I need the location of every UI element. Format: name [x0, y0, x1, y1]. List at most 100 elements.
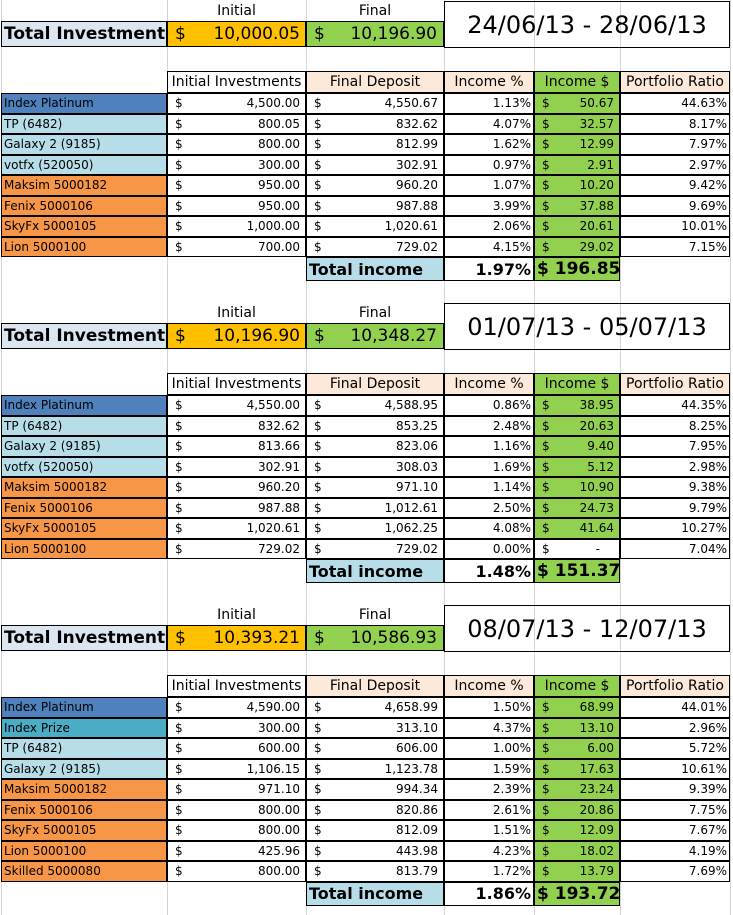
total-income-value[interactable]: $ 196.85 — [534, 257, 620, 281]
initial-label[interactable]: Initial — [217, 606, 256, 623]
row-name[interactable]: votfx (520050) — [1, 154, 167, 175]
portfolio-ratio[interactable]: 7.95% — [620, 436, 730, 457]
initial-cell[interactable] — [167, 697, 306, 718]
currency-symbol[interactable]: $ — [542, 700, 550, 715]
final-value[interactable]: 1,020.61 — [384, 219, 438, 234]
income-pct[interactable]: 4.07% — [444, 113, 534, 134]
final-value[interactable]: 4,588.95 — [384, 398, 438, 413]
currency-symbol[interactable]: $ — [314, 439, 322, 454]
currency-symbol[interactable]: $ — [175, 398, 183, 413]
initial-value[interactable]: 1,106.15 — [246, 761, 300, 776]
portfolio-ratio[interactable]: 7.75% — [620, 799, 730, 820]
final-value[interactable]: 971.10 — [396, 480, 438, 495]
initial-total-value[interactable]: 10,196.90 — [213, 326, 300, 346]
final-cell[interactable] — [306, 216, 444, 237]
income-value[interactable]: 24.73 — [579, 500, 614, 515]
initial-value[interactable]: 302.91 — [258, 459, 300, 474]
income-cell[interactable] — [534, 497, 620, 518]
currency-symbol[interactable]: $ — [314, 178, 322, 193]
income-cell[interactable] — [534, 436, 620, 457]
total-investments-label[interactable]: Total Investments — [1, 323, 167, 349]
currency-symbol[interactable]: $ — [542, 398, 550, 413]
currency-symbol[interactable]: $ — [175, 418, 183, 433]
final-cell[interactable] — [306, 799, 444, 820]
income-value[interactable]: 13.79 — [579, 864, 614, 879]
initial-cell[interactable] — [167, 154, 306, 175]
column-header[interactable]: Final Deposit — [306, 71, 444, 93]
income-pct[interactable]: 4.15% — [444, 236, 534, 257]
currency-symbol[interactable]: $ — [542, 198, 550, 213]
row-name[interactable]: Index Platinum — [1, 697, 167, 718]
initial-total-currency[interactable]: $ — [175, 24, 186, 44]
initial-cell[interactable] — [167, 113, 306, 134]
row-name[interactable]: Fenix 5000106 — [1, 497, 167, 518]
initial-cell[interactable] — [167, 456, 306, 477]
income-cell[interactable] — [534, 216, 620, 237]
income-cell[interactable] — [534, 175, 620, 196]
currency-symbol[interactable]: $ — [542, 782, 550, 797]
portfolio-ratio[interactable]: 9.42% — [620, 175, 730, 196]
row-name[interactable]: Maksim 5000182 — [1, 779, 167, 800]
initial-value[interactable]: 800.00 — [258, 802, 300, 817]
income-cell[interactable] — [534, 820, 620, 841]
final-cell[interactable] — [306, 154, 444, 175]
row-name[interactable]: Maksim 5000182 — [1, 477, 167, 498]
initial-cell[interactable] — [167, 820, 306, 841]
income-value[interactable]: 38.95 — [579, 398, 614, 413]
final-cell[interactable] — [306, 477, 444, 498]
portfolio-ratio[interactable]: 10.27% — [620, 518, 730, 539]
initial-value[interactable]: 300.00 — [258, 157, 300, 172]
initial-cell[interactable] — [167, 497, 306, 518]
initial-total-currency[interactable]: $ — [175, 628, 186, 648]
initial-cell[interactable] — [167, 415, 306, 436]
row-name[interactable]: Skilled 5000080 — [1, 861, 167, 882]
initial-cell[interactable] — [167, 436, 306, 457]
final-value[interactable]: 1,062.25 — [384, 521, 438, 536]
currency-symbol[interactable]: $ — [314, 864, 322, 879]
initial-value[interactable]: 800.00 — [258, 864, 300, 879]
column-header[interactable]: Portfolio Ratio — [620, 373, 730, 395]
currency-symbol[interactable]: $ — [175, 96, 183, 111]
column-header[interactable]: Initial Investments — [167, 373, 306, 395]
currency-symbol[interactable]: $ — [542, 96, 550, 111]
initial-value[interactable]: 960.20 — [258, 480, 300, 495]
income-cell[interactable] — [534, 134, 620, 155]
initial-value[interactable]: 4,550.00 — [246, 398, 300, 413]
total-income-value[interactable]: $ 193.72 — [534, 881, 620, 906]
income-value[interactable]: 23.24 — [579, 782, 614, 797]
row-name[interactable]: Lion 5000100 — [1, 236, 167, 257]
final-value[interactable]: 729.02 — [396, 239, 438, 254]
final-total-cell[interactable] — [306, 21, 444, 47]
income-cell[interactable] — [534, 697, 620, 718]
final-total-cell[interactable] — [306, 323, 444, 349]
currency-symbol[interactable]: $ — [542, 439, 550, 454]
final-cell[interactable] — [306, 436, 444, 457]
currency-symbol[interactable]: $ — [314, 720, 322, 735]
income-value[interactable]: 2.91 — [587, 157, 614, 172]
income-pct[interactable]: 2.48% — [444, 415, 534, 436]
initial-value[interactable]: 425.96 — [258, 843, 300, 858]
income-cell[interactable] — [534, 518, 620, 539]
row-name[interactable]: TP (6482) — [1, 113, 167, 134]
final-cell[interactable] — [306, 395, 444, 416]
income-value[interactable]: 32.57 — [579, 116, 614, 131]
income-cell[interactable] — [534, 154, 620, 175]
row-name[interactable]: Fenix 5000106 — [1, 799, 167, 820]
currency-symbol[interactable]: $ — [314, 521, 322, 536]
final-value[interactable]: 832.62 — [396, 116, 438, 131]
income-cell[interactable] — [534, 113, 620, 134]
portfolio-ratio[interactable]: 7.67% — [620, 820, 730, 841]
initial-cell[interactable] — [167, 518, 306, 539]
income-value[interactable]: 10.20 — [579, 178, 614, 193]
income-pct[interactable]: 2.39% — [444, 779, 534, 800]
currency-symbol[interactable]: $ — [175, 500, 183, 515]
income-value[interactable]: 9.40 — [587, 439, 614, 454]
total-income-pct[interactable]: 1.86% — [444, 881, 534, 906]
row-name[interactable]: SkyFx 5000105 — [1, 820, 167, 841]
income-pct[interactable]: 0.86% — [444, 395, 534, 416]
initial-value[interactable]: 4,590.00 — [246, 700, 300, 715]
income-pct[interactable]: 4.23% — [444, 840, 534, 861]
income-pct[interactable]: 2.50% — [444, 497, 534, 518]
portfolio-ratio[interactable]: 9.79% — [620, 497, 730, 518]
final-cell[interactable] — [306, 497, 444, 518]
